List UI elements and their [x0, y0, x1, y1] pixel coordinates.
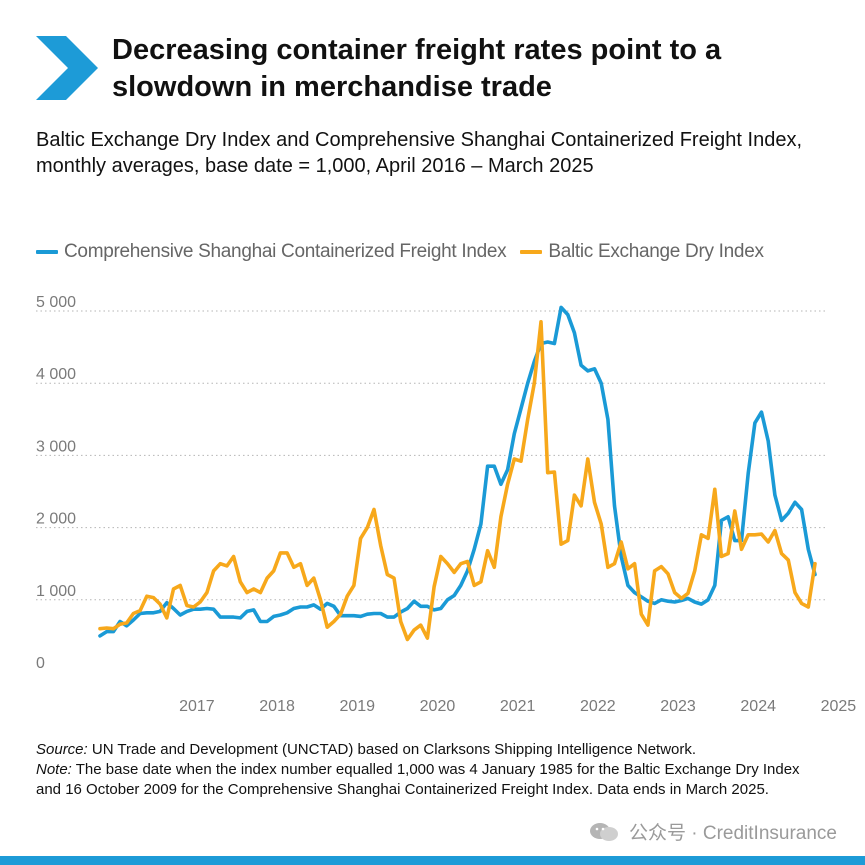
y-tick-label: 5 000 [36, 294, 76, 311]
legend-item-bdi: Baltic Exchange Dry Index [520, 241, 764, 263]
y-tick-label: 4 000 [36, 366, 76, 383]
x-tick-label: 2023 [660, 698, 696, 715]
wechat-icon [589, 822, 618, 841]
x-tick-label: 2020 [420, 698, 456, 715]
series-line-scfi [98, 305, 817, 638]
source-label: Source: [36, 741, 88, 758]
y-tick-label: 2 000 [36, 511, 76, 528]
legend-item-scfi: Comprehensive Shanghai Containerized Fre… [36, 241, 507, 263]
chart-title: Decreasing container freight rates point… [112, 34, 722, 103]
legend-swatch-scfi [36, 250, 58, 254]
legend-label-scfi: Comprehensive Shanghai Containerized Fre… [64, 241, 507, 262]
x-tick-label: 2019 [339, 698, 375, 715]
y-tick-label: 1 000 [36, 583, 76, 600]
x-tick-label: 2025 [821, 698, 857, 715]
chart-subtitle: Baltic Exchange Dry Index and Comprehens… [36, 129, 802, 177]
x-tick-label: 2017 [179, 698, 215, 715]
x-tick-label: 2022 [580, 698, 616, 715]
watermark-text: 公众号 · CreditInsurance [628, 823, 837, 844]
source-text: UN Trade and Development (UNCTAD) based … [87, 741, 697, 758]
x-tick-label: 2024 [740, 698, 776, 715]
legend-label-bdi: Baltic Exchange Dry Index [548, 241, 764, 262]
bottom-accent-bar [0, 856, 865, 865]
series-line-bdi [98, 319, 817, 642]
x-tick-label: 2018 [259, 698, 295, 715]
chevron-right-icon [36, 36, 98, 100]
legend-swatch-bdi [520, 250, 543, 254]
watermark: 公众号 · CreditInsurance [589, 818, 837, 845]
notes: Source: UN Trade and Development (UNCTAD… [36, 740, 826, 800]
y-tick-label: 3 000 [36, 438, 76, 455]
data-note: Note: The base date when the index numbe… [36, 760, 826, 800]
y-tick-label: 0 [36, 655, 45, 672]
legend: Comprehensive Shanghai Containerized Fre… [36, 240, 778, 264]
note-label: Note: [36, 761, 72, 778]
x-tick-label: 2021 [500, 698, 536, 715]
source-note: Source: UN Trade and Development (UNCTAD… [36, 740, 826, 760]
note-text: The base date when the index number equa… [36, 761, 800, 798]
line-chart: 0 1 000 2 000 3 000 4 000 5 000 2017 2018 2019 20… [36, 294, 857, 715]
